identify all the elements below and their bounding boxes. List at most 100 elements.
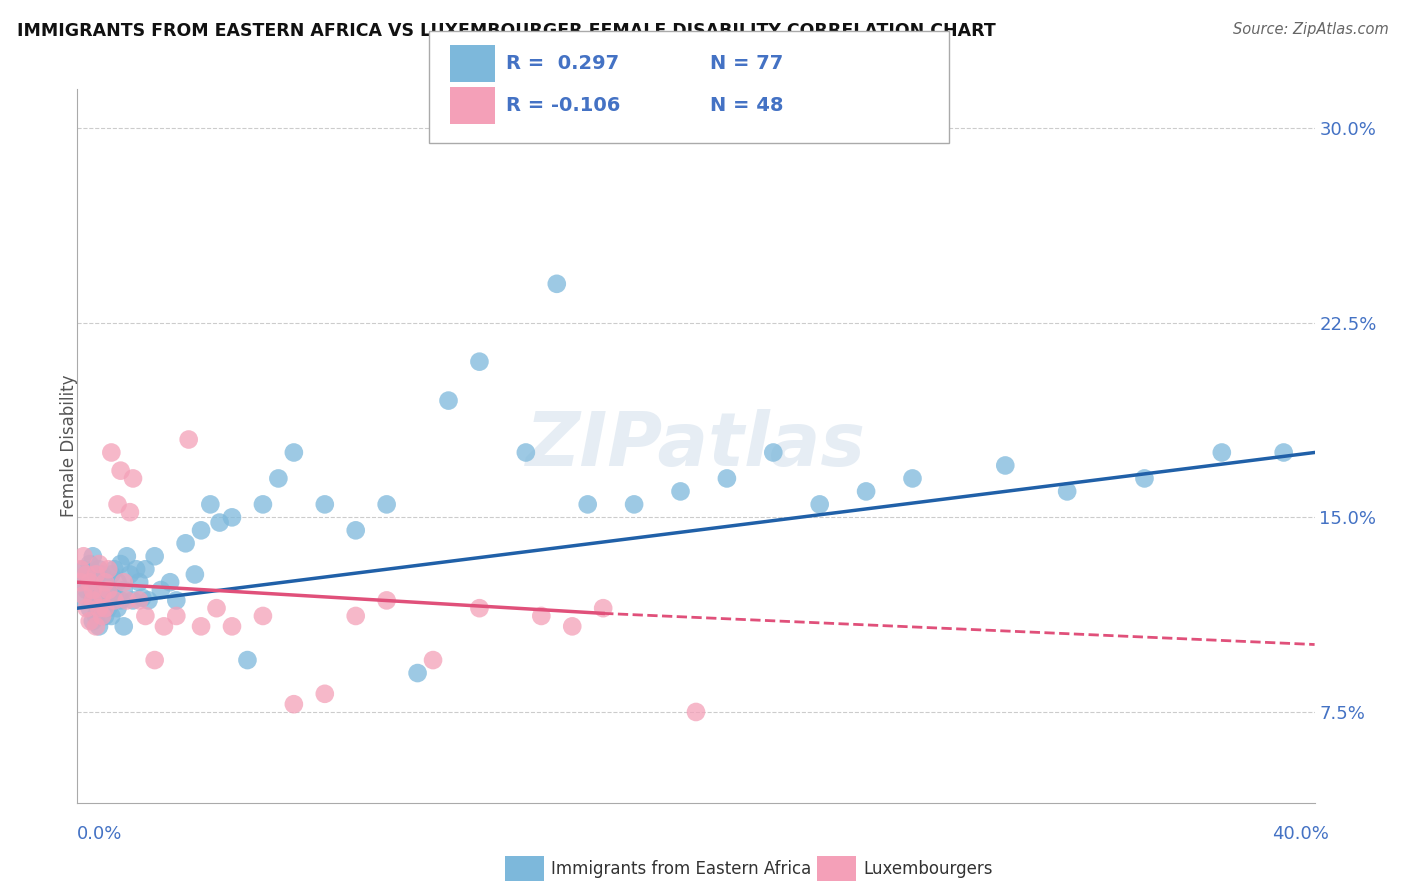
- Point: [200, 497, 222, 511]
- Point: [623, 497, 645, 511]
- Point: [115, 549, 138, 564]
- Point: [87, 619, 110, 633]
- Point: [1272, 445, 1295, 459]
- Point: [134, 609, 156, 624]
- Point: [184, 567, 207, 582]
- Point: [97, 593, 120, 607]
- Text: 40.0%: 40.0%: [1272, 825, 1329, 843]
- Point: [79, 575, 101, 590]
- Point: [110, 593, 132, 607]
- Point: [76, 567, 98, 582]
- Point: [84, 619, 107, 633]
- Point: [283, 445, 305, 459]
- Point: [97, 582, 120, 597]
- Point: [134, 562, 156, 576]
- Text: R =  0.297: R = 0.297: [506, 54, 619, 73]
- Point: [115, 593, 138, 607]
- Point: [561, 619, 583, 633]
- Point: [103, 593, 125, 607]
- Text: ZIPatlas: ZIPatlas: [526, 409, 866, 483]
- Point: [716, 471, 738, 485]
- Point: [190, 619, 212, 633]
- Point: [143, 549, 166, 564]
- Point: [344, 609, 367, 624]
- Point: [82, 614, 104, 628]
- Point: [94, 601, 117, 615]
- Point: [107, 575, 129, 590]
- Point: [76, 567, 98, 582]
- Point: [72, 593, 94, 607]
- Point: [208, 516, 231, 530]
- Point: [97, 582, 120, 597]
- Point: [76, 582, 98, 597]
- Point: [72, 588, 94, 602]
- Point: [437, 393, 460, 408]
- Text: N = 48: N = 48: [710, 95, 783, 115]
- Point: [236, 653, 259, 667]
- Point: [252, 609, 274, 624]
- Point: [131, 591, 153, 605]
- Point: [69, 575, 91, 590]
- Point: [314, 497, 336, 511]
- Point: [174, 536, 197, 550]
- Point: [221, 619, 243, 633]
- Point: [153, 619, 176, 633]
- Point: [94, 609, 117, 624]
- Point: [118, 505, 141, 519]
- Point: [91, 601, 114, 615]
- Point: [515, 445, 537, 459]
- Point: [97, 562, 120, 576]
- Y-axis label: Female Disability: Female Disability: [60, 375, 77, 517]
- Point: [79, 557, 101, 571]
- Point: [190, 524, 212, 538]
- Point: [69, 575, 91, 590]
- Point: [112, 619, 135, 633]
- Point: [107, 601, 129, 615]
- Point: [685, 705, 707, 719]
- Point: [159, 575, 181, 590]
- Point: [87, 562, 110, 576]
- Point: [468, 354, 491, 368]
- Point: [94, 575, 117, 590]
- Point: [149, 582, 172, 597]
- Point: [143, 653, 166, 667]
- Point: [468, 601, 491, 615]
- Point: [72, 562, 94, 576]
- Point: [375, 593, 398, 607]
- Point: [314, 687, 336, 701]
- Point: [165, 593, 187, 607]
- Point: [103, 562, 125, 576]
- Point: [1056, 484, 1078, 499]
- Point: [1211, 445, 1233, 459]
- Point: [100, 609, 122, 624]
- Point: [165, 609, 187, 624]
- Point: [112, 582, 135, 597]
- Point: [100, 445, 122, 459]
- Point: [994, 458, 1017, 473]
- Point: [125, 562, 148, 576]
- Point: [91, 588, 114, 602]
- Point: [375, 497, 398, 511]
- Point: [69, 562, 91, 576]
- Point: [82, 549, 104, 564]
- Text: R = -0.106: R = -0.106: [506, 95, 620, 115]
- Point: [177, 433, 200, 447]
- Point: [82, 582, 104, 597]
- Point: [118, 567, 141, 582]
- Text: Luxembourgers: Luxembourgers: [863, 860, 993, 878]
- Text: 0.0%: 0.0%: [77, 825, 122, 843]
- Point: [808, 497, 831, 511]
- Point: [344, 524, 367, 538]
- Point: [267, 471, 290, 485]
- Point: [221, 510, 243, 524]
- Point: [84, 593, 107, 607]
- Point: [82, 593, 104, 607]
- Point: [84, 575, 107, 590]
- Point: [422, 653, 444, 667]
- Point: [107, 497, 129, 511]
- Text: Immigrants from Eastern Africa: Immigrants from Eastern Africa: [551, 860, 811, 878]
- Point: [87, 582, 110, 597]
- Point: [252, 497, 274, 511]
- Point: [855, 484, 877, 499]
- Point: [205, 601, 228, 615]
